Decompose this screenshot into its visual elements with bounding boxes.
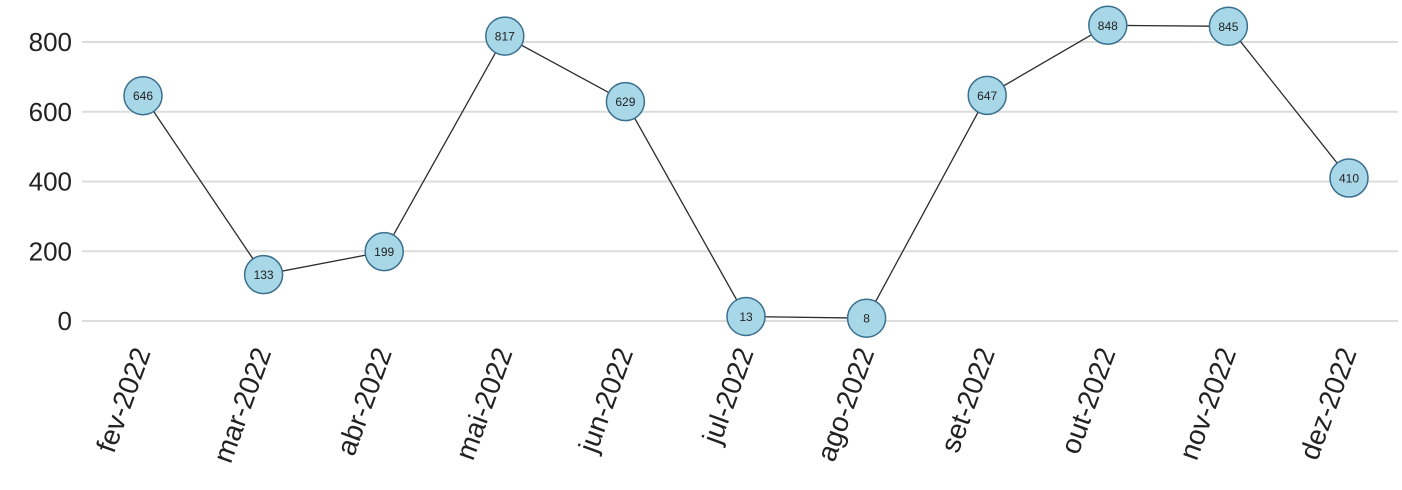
x-tick-label: out-2022 [1054,343,1121,457]
data-point [726,296,766,337]
data-label: 8 [863,312,870,326]
x-tick-label: nov-2022 [1173,343,1242,463]
x-tick-label: jun-2022 [572,343,639,457]
data-point [967,75,1007,116]
data-point [364,231,404,272]
data-label: 845 [1218,20,1238,34]
series-line-layer [142,24,1350,319]
y-tick-label: 200 [29,236,72,266]
x-tick-label: abr-2022 [330,343,397,459]
data-point [846,298,887,338]
markers-layer: 646 133 199 817 629 13 8 647 848 845 410 [123,5,1369,338]
x-axis-ticks: fev-2022 mar-2022 abr-2022 mai-2022 jun-2022… [90,343,1362,466]
x-tick-label: jul-2022 [696,343,760,448]
data-point [1208,6,1249,47]
x-tick-label: fev-2022 [90,343,156,456]
data-point [485,16,525,56]
x-tick-label: mai-2022 [449,343,518,463]
data-point [1329,158,1369,198]
data-label: 410 [1339,172,1359,186]
data-label: 133 [254,268,274,282]
data-point [123,75,163,116]
data-label: 647 [977,89,997,103]
data-label: 817 [495,30,515,44]
data-label: 13 [739,310,753,324]
gridlines [82,41,1398,322]
x-tick-label: set-2022 [934,343,1000,456]
series-line [142,24,1350,319]
y-tick-label: 0 [58,306,72,336]
x-tick-label: dez-2022 [1294,343,1363,463]
data-label: 848 [1098,19,1118,33]
x-tick-label: ago-2022 [811,343,881,465]
data-label: 646 [133,89,153,103]
data-point [243,254,284,295]
y-tick-label: 800 [29,27,72,57]
data-label: 629 [615,95,635,109]
data-point [605,81,646,122]
y-tick-label: 400 [29,167,72,197]
data-point [1088,5,1128,46]
y-tick-label: 600 [29,97,72,127]
y-axis-ticks: 0 200 400 600 800 [29,27,72,336]
x-tick-label: mar-2022 [207,343,277,466]
data-label: 199 [374,245,394,259]
